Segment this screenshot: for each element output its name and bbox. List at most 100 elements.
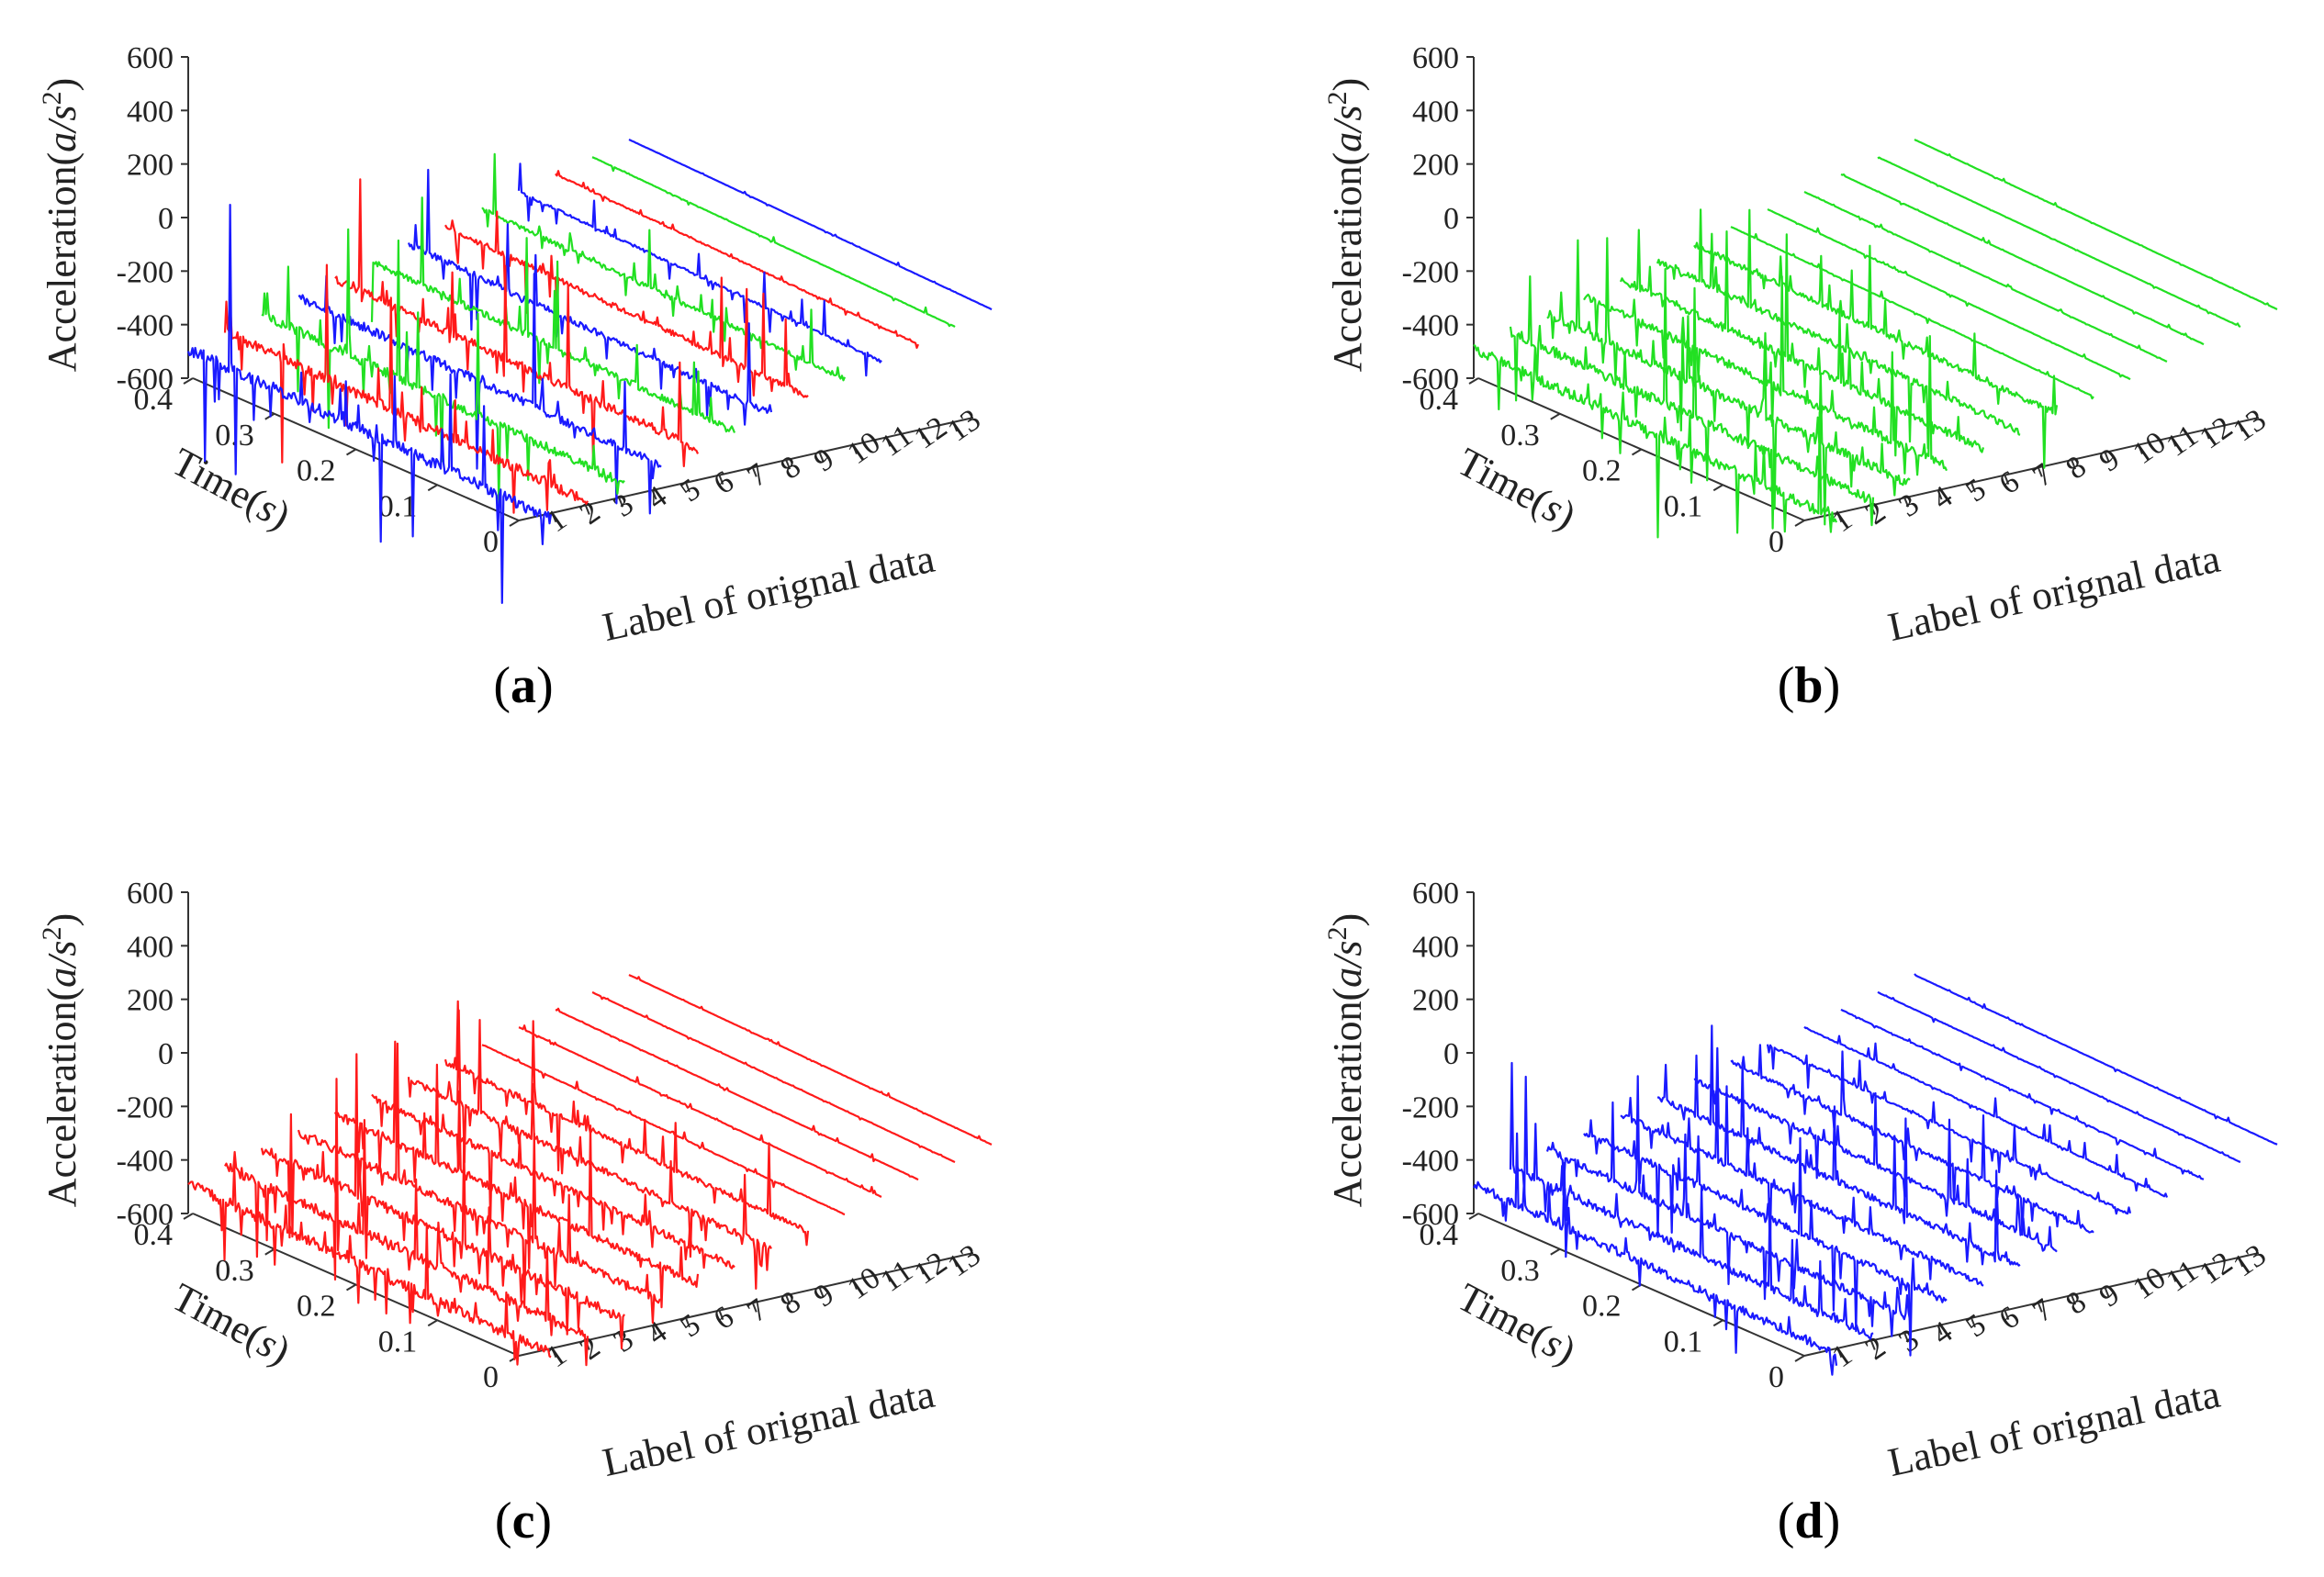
time-tick-mark bbox=[509, 520, 520, 527]
label-tick-label: 9 bbox=[2094, 442, 2126, 478]
label-tick-mark bbox=[2204, 1264, 2210, 1275]
label-tick-label: 4 bbox=[641, 480, 673, 517]
label-tick-mark bbox=[2238, 1257, 2244, 1268]
label-tick-label: 7 bbox=[2026, 457, 2059, 494]
label-tick-label: 7 bbox=[741, 457, 773, 494]
label-tick-mark bbox=[1869, 1340, 1876, 1350]
label-tick-mark bbox=[1836, 512, 1843, 523]
time-tick-mark bbox=[427, 1319, 438, 1327]
time-axis-title: Time(s) bbox=[164, 439, 298, 538]
z-tick-label: 400 bbox=[127, 930, 174, 964]
z-tick-label: -400 bbox=[1402, 1145, 1459, 1179]
label-tick-label: 6 bbox=[708, 1300, 740, 1337]
label-tick-label: 9 bbox=[2094, 1277, 2126, 1314]
time-tick-label: 0 bbox=[483, 1360, 499, 1394]
label-axis-title: Label of orignal data bbox=[599, 536, 938, 650]
label-tick-label: 5 bbox=[674, 1307, 706, 1344]
time-tick-mark bbox=[1712, 1319, 1723, 1327]
z-tick-label: -200 bbox=[1402, 255, 1459, 289]
label-tick-label: 7 bbox=[741, 1292, 773, 1329]
label-tick-label: 8 bbox=[775, 1285, 807, 1322]
series-trace-1 bbox=[186, 204, 553, 605]
label-tick-mark bbox=[2204, 429, 2210, 440]
series-trace-8 bbox=[443, 1000, 810, 1247]
time-tick-label: 0.2 bbox=[297, 1290, 336, 1324]
label-tick-mark bbox=[1836, 1348, 1843, 1359]
label-tick-mark bbox=[718, 475, 724, 485]
time-tick-label: 0.1 bbox=[1664, 489, 1703, 523]
time-tick-label: 0.2 bbox=[1582, 1290, 1622, 1324]
label-tick-mark bbox=[1970, 1317, 1976, 1328]
z-tick-label: 200 bbox=[127, 149, 174, 183]
label-tick-label: 5 bbox=[674, 472, 706, 509]
series-trace-8 bbox=[1730, 1044, 2094, 1236]
label-tick-mark bbox=[818, 452, 825, 463]
label-tick-mark bbox=[852, 1280, 858, 1291]
label-tick-label: 4 bbox=[1926, 480, 1959, 517]
time-tick-mark bbox=[1794, 520, 1805, 527]
series-trace-5 bbox=[333, 1040, 700, 1309]
label-axis-line bbox=[518, 1252, 974, 1357]
label-tick-mark bbox=[2104, 1287, 2110, 1298]
series-trace-12 bbox=[1877, 156, 2241, 328]
label-tick-label: 3 bbox=[1893, 487, 1925, 524]
label-axis-title: Label of orignal data bbox=[1884, 536, 2224, 650]
time-tick-label: 0.4 bbox=[1420, 1218, 1459, 1252]
label-tick-label: 6 bbox=[1993, 1300, 2026, 1337]
time-tick-label: 0.2 bbox=[1582, 454, 1622, 488]
panel-caption: (a) bbox=[493, 657, 553, 714]
series-trace-2 bbox=[224, 1078, 589, 1367]
series-trace-4 bbox=[1583, 275, 1948, 476]
z-axis-title: Acceleration(a/s2) bbox=[1322, 78, 1370, 372]
series-trace-13 bbox=[628, 139, 993, 311]
series-trace-12 bbox=[591, 156, 956, 329]
series-trace-5 bbox=[334, 178, 700, 467]
label-tick-label: 1 bbox=[541, 1337, 573, 1374]
series-trace-3 bbox=[1546, 237, 1911, 526]
series-trace-2 bbox=[1509, 1061, 1874, 1340]
label-tick-mark bbox=[551, 512, 557, 523]
time-tick-label: 0.2 bbox=[297, 454, 336, 488]
series-trace-10 bbox=[517, 162, 882, 377]
series-trace-1 bbox=[1473, 1132, 1838, 1376]
z-tick-label: 0 bbox=[158, 1037, 174, 1071]
label-tick-mark bbox=[1903, 497, 1910, 508]
label-tick-mark bbox=[1970, 482, 1976, 493]
z-tick-label: -200 bbox=[117, 1090, 174, 1124]
z-axis-title: Acceleration(a/s2) bbox=[37, 913, 84, 1207]
series-trace-11 bbox=[1840, 1008, 2205, 1180]
series-trace-11 bbox=[555, 1007, 919, 1181]
z-tick-label: 0 bbox=[1443, 1037, 1459, 1071]
series-trace-5 bbox=[1619, 229, 1985, 457]
z-tick-label: 0 bbox=[1443, 202, 1459, 236]
label-tick-label: 5 bbox=[1959, 1307, 1992, 1344]
time-tick-label: 0.3 bbox=[215, 1254, 254, 1288]
label-tick-mark bbox=[2104, 452, 2110, 463]
label-tick-label: 8 bbox=[2060, 450, 2093, 487]
panel-d: 600 400 200 0 -200 -400 -600 Acceleration(a/s2)… bbox=[1322, 877, 2278, 1549]
label-tick-mark bbox=[785, 459, 792, 470]
time-tick-label: 0.3 bbox=[1500, 1254, 1540, 1288]
z-axis-title: Acceleration(a/s2) bbox=[37, 78, 84, 372]
label-tick-mark bbox=[852, 444, 858, 455]
series-trace-12 bbox=[591, 991, 956, 1164]
time-tick-label: 0 bbox=[1768, 1360, 1784, 1394]
z-tick-label: 600 bbox=[1412, 877, 1459, 911]
z-tick-label: 600 bbox=[1412, 41, 1459, 75]
label-tick-mark bbox=[918, 429, 925, 440]
z-axis-title: Acceleration(a/s2) bbox=[1322, 913, 1370, 1207]
time-tick-label: 0 bbox=[1768, 525, 1784, 559]
time-tick-label: 0.4 bbox=[1420, 383, 1459, 417]
label-tick-mark bbox=[1937, 1325, 1943, 1336]
time-axis-title: Time(s) bbox=[164, 1274, 298, 1373]
label-tick-mark bbox=[651, 1325, 657, 1336]
label-tick-mark bbox=[918, 1264, 925, 1275]
label-tick-mark bbox=[2071, 1294, 2077, 1305]
series-trace-3 bbox=[1545, 1075, 1912, 1337]
time-tick-label: 0.3 bbox=[1500, 419, 1540, 453]
time-tick-mark bbox=[1468, 377, 1479, 385]
z-tick-label: -400 bbox=[117, 309, 174, 343]
label-tick-label: 2 bbox=[1859, 1330, 1892, 1367]
label-tick-mark bbox=[2138, 1280, 2143, 1291]
